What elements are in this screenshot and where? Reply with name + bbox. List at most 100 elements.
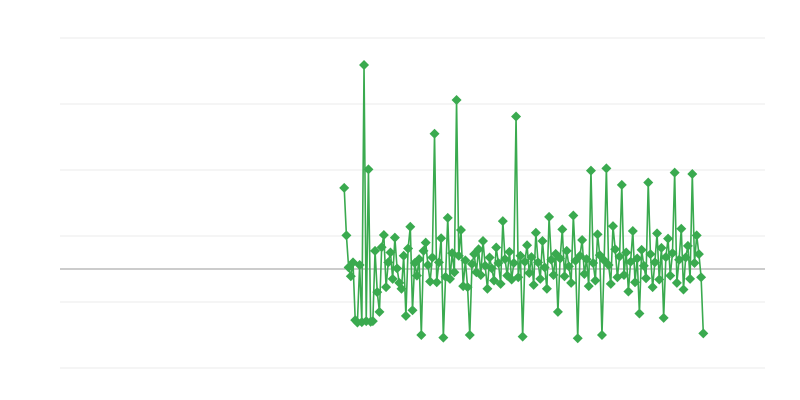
data-point-marker <box>691 230 702 241</box>
data-point-marker <box>475 269 486 280</box>
data-point-marker <box>429 128 440 139</box>
data-point-marker <box>400 310 411 321</box>
data-point-marker <box>374 306 385 317</box>
data-point-marker <box>407 305 418 316</box>
data-point-marker <box>621 247 632 258</box>
data-point-marker <box>647 282 658 293</box>
data-point-marker <box>493 258 504 269</box>
data-point-marker <box>630 277 641 288</box>
data-point-marker <box>594 250 605 261</box>
data-point-marker <box>607 221 618 232</box>
data-point-marker <box>680 252 691 263</box>
data-point-marker <box>449 267 460 278</box>
data-point-marker <box>438 332 449 343</box>
data-point-marker <box>693 249 704 260</box>
data-point-marker <box>478 235 488 246</box>
data-point-marker <box>572 333 583 344</box>
data-point-marker <box>522 240 533 251</box>
data-point-marker <box>555 253 566 264</box>
data-point-marker <box>418 245 429 256</box>
data-point-marker <box>389 232 400 243</box>
data-point-marker <box>667 248 678 259</box>
data-point-marker <box>665 270 676 281</box>
data-point-marker <box>513 272 524 283</box>
data-point-marker <box>645 249 656 260</box>
data-point-marker <box>696 272 707 283</box>
data-point-marker <box>592 229 603 240</box>
data-point-marker <box>566 277 577 288</box>
data-point-marker <box>466 259 477 270</box>
data-point-marker <box>535 273 546 284</box>
data-point-marker <box>398 250 409 261</box>
data-point-marker <box>431 277 442 288</box>
data-point-marker <box>669 167 680 178</box>
data-point-marker <box>563 261 574 272</box>
data-point-marker <box>511 111 522 122</box>
data-point-marker <box>649 257 660 268</box>
data-point-marker <box>541 283 552 294</box>
data-point-marker <box>427 252 438 263</box>
data-point-marker <box>548 269 559 280</box>
data-point-marker <box>500 254 511 265</box>
data-point-marker <box>425 276 436 287</box>
data-point-marker <box>643 177 654 188</box>
data-point-marker <box>451 95 462 106</box>
data-point-marker <box>682 240 693 251</box>
data-point-marker <box>623 286 634 297</box>
data-point-marker <box>660 252 671 263</box>
data-point-markers <box>339 60 709 344</box>
data-point-marker <box>524 267 535 278</box>
data-point-marker <box>484 252 495 263</box>
data-point-marker <box>537 235 548 246</box>
data-point-marker <box>442 212 453 223</box>
data-point-marker <box>533 257 544 268</box>
data-point-marker <box>539 262 550 273</box>
data-point-marker <box>610 244 621 255</box>
data-point-marker <box>616 179 627 190</box>
data-point-marker <box>359 60 370 71</box>
data-point-marker <box>363 164 374 175</box>
data-point-marker <box>658 312 669 323</box>
data-point-marker <box>638 260 649 271</box>
data-point-marker <box>515 250 526 261</box>
data-point-marker <box>473 244 484 255</box>
data-point-marker <box>433 257 444 268</box>
data-point-marker <box>585 165 596 176</box>
data-point-marker <box>482 283 493 294</box>
data-point-marker <box>663 233 674 244</box>
data-point-marker <box>544 211 555 222</box>
data-point-marker <box>508 258 519 269</box>
data-point-marker <box>486 263 497 274</box>
data-point-marker <box>636 244 647 255</box>
data-point-marker <box>392 263 403 274</box>
data-point-marker <box>464 330 475 340</box>
data-point-marker <box>568 210 579 221</box>
data-point-marker <box>444 273 455 284</box>
data-point-marker <box>641 273 652 284</box>
data-point-marker <box>396 283 407 294</box>
data-point-marker <box>685 273 696 284</box>
data-point-marker <box>378 230 389 241</box>
data-point-marker <box>504 246 515 257</box>
data-point-marker <box>596 330 607 340</box>
data-point-marker <box>497 216 508 227</box>
data-point-marker <box>689 258 700 269</box>
data-point-marker <box>698 328 709 339</box>
data-point-marker <box>519 256 530 267</box>
data-point-marker <box>605 278 616 289</box>
data-point-marker <box>577 234 588 245</box>
data-point-marker <box>339 182 350 193</box>
data-point-marker <box>627 226 638 237</box>
data-point-marker <box>590 275 601 286</box>
data-point-marker <box>530 227 541 238</box>
data-point-marker <box>387 273 398 284</box>
data-point-marker <box>455 225 466 236</box>
data-point-marker <box>579 268 590 279</box>
data-point-marker <box>495 278 506 289</box>
data-point-marker <box>381 282 392 293</box>
data-point-marker <box>557 224 568 235</box>
data-point-marker <box>354 260 365 271</box>
